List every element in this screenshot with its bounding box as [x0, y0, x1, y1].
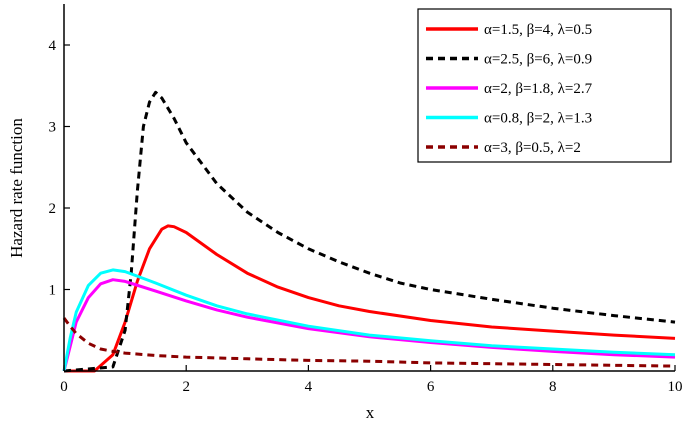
y-tick-label: 4	[49, 38, 57, 54]
x-axis-title: x	[366, 403, 375, 422]
axes	[63, 4, 675, 372]
series-line-4	[62, 268, 676, 372]
series-line-1	[64, 224, 676, 373]
x-tick-label: 6	[427, 379, 435, 395]
y-tick-label: 1	[49, 283, 57, 299]
y-tick-label: 3	[49, 120, 57, 136]
legend-label: α=2, β=1.8, λ=2.7	[484, 81, 593, 97]
legend: α=1.5, β=4, λ=0.5 α=2.5, β=6, λ=0.9 α=2, β…	[417, 8, 672, 163]
legend-box	[417, 8, 672, 163]
legend-label: α=2.5, β=6, λ=0.9	[484, 52, 592, 68]
legend-label: α=1.5, β=4, λ=0.5	[484, 22, 592, 38]
series-line-5	[62, 317, 676, 368]
x-tick-label: 8	[549, 379, 557, 395]
legend-label: α=0.8, β=2, λ=1.3	[484, 111, 592, 127]
x-tick-label: 0	[60, 379, 68, 395]
x-tick-label: 10	[668, 379, 683, 395]
plot-lines	[62, 90, 676, 373]
y-tick-label: 2	[49, 201, 57, 217]
series-line-2	[63, 90, 676, 373]
x-tick-label: 2	[182, 379, 190, 395]
legend-label: α=3, β=0.5, λ=2	[484, 140, 581, 156]
series-line-3	[62, 278, 676, 372]
y-axis-title: Hazard rate function	[7, 118, 26, 258]
x-tick-label: 4	[305, 379, 313, 395]
